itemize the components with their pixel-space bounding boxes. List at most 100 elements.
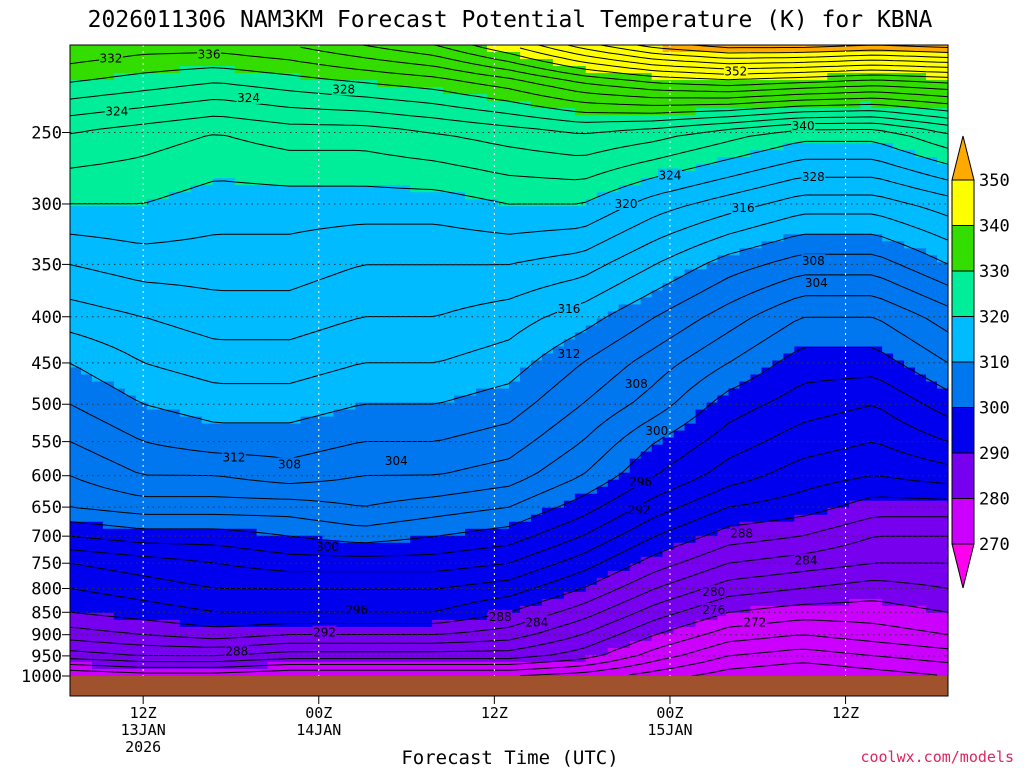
theta-cell (377, 199, 389, 207)
theta-cell (871, 129, 883, 137)
theta-cell (673, 430, 686, 439)
theta-cell (563, 45, 576, 53)
theta-cell (70, 374, 82, 383)
theta-cell (926, 416, 938, 425)
theta-cell (157, 297, 170, 306)
theta-cell (816, 437, 828, 446)
theta-cell (344, 276, 356, 284)
theta-cell (410, 73, 422, 81)
theta-cell (388, 192, 400, 200)
theta-cell (135, 143, 148, 151)
theta-cell (893, 206, 905, 214)
theta-cell (827, 164, 839, 172)
theta-cell (893, 444, 905, 453)
theta-cell (607, 311, 620, 320)
theta-cell (267, 87, 280, 95)
theta-cell (695, 423, 708, 432)
theta-cell (124, 59, 137, 67)
theta-cell (519, 444, 532, 453)
theta-cell (783, 283, 795, 291)
theta-cell (498, 311, 510, 320)
theta-cell (410, 395, 422, 404)
theta-cell (212, 157, 225, 165)
theta-cell (80, 192, 93, 200)
theta-cell (783, 241, 795, 249)
theta-cell (476, 80, 488, 88)
theta-cell (212, 213, 225, 221)
theta-cell (344, 213, 356, 221)
theta-cell (399, 255, 411, 263)
theta-cell (783, 437, 795, 446)
theta-cell (355, 115, 367, 123)
theta-cell (245, 304, 258, 313)
theta-cell (223, 360, 236, 369)
theta-cell (717, 185, 730, 193)
theta-cell (322, 339, 334, 348)
theta-cell (190, 318, 203, 327)
theta-cell (377, 297, 389, 306)
theta-cell (860, 381, 872, 390)
theta-cell (245, 409, 258, 418)
theta-cell (498, 388, 510, 397)
theta-cell (168, 143, 181, 151)
theta-cell (168, 248, 181, 256)
theta-cell (805, 472, 817, 481)
theta-cell (904, 143, 916, 151)
theta-cell (882, 136, 894, 144)
theta-cell (399, 374, 411, 383)
theta-cell (80, 276, 93, 284)
theta-cell (476, 367, 488, 376)
theta-cell (366, 416, 378, 425)
theta-cell (629, 332, 642, 341)
theta-cell (278, 388, 291, 397)
theta-cell (454, 479, 466, 488)
theta-cell (344, 66, 356, 74)
theta-cell (772, 437, 784, 446)
theta-cell (849, 206, 861, 214)
theta-cell (102, 178, 115, 186)
theta-cell (476, 234, 488, 242)
theta-cell (432, 325, 444, 334)
theta-cell (421, 101, 433, 109)
theta-cell (355, 45, 367, 53)
theta-cell (585, 339, 598, 348)
theta-cell (223, 164, 236, 172)
theta-cell (838, 451, 850, 460)
theta-cell (421, 367, 433, 376)
theta-cell (487, 66, 499, 74)
theta-cell (399, 318, 411, 327)
theta-cell (519, 87, 532, 95)
theta-cell (91, 360, 104, 369)
theta-cell (234, 339, 247, 348)
theta-cell (278, 241, 291, 249)
theta-cell (113, 465, 126, 474)
theta-cell (574, 388, 587, 397)
theta-cell (388, 472, 400, 481)
theta-cell (498, 66, 510, 74)
theta-cell (772, 472, 784, 481)
theta-cell (355, 185, 367, 193)
theta-cell (563, 290, 576, 298)
theta-cell (585, 388, 598, 397)
theta-cell (783, 150, 795, 158)
theta-cell (915, 339, 927, 348)
theta-cell (805, 227, 817, 235)
theta-cell (695, 360, 708, 369)
theta-cell (509, 52, 521, 60)
theta-cell (761, 73, 773, 81)
theta-cell (179, 297, 192, 306)
theta-cell (245, 66, 258, 74)
theta-cell (267, 318, 280, 327)
theta-cell (871, 164, 883, 172)
theta-cell (618, 318, 631, 327)
theta-cell (607, 402, 620, 411)
theta-cell (717, 339, 730, 348)
theta-cell (882, 213, 894, 221)
theta-cell (399, 150, 411, 158)
theta-cell (805, 353, 817, 362)
theta-cell (476, 143, 488, 151)
theta-cell (377, 360, 389, 369)
theta-cell (563, 255, 576, 263)
theta-cell (772, 101, 784, 109)
theta-cell (432, 136, 444, 144)
